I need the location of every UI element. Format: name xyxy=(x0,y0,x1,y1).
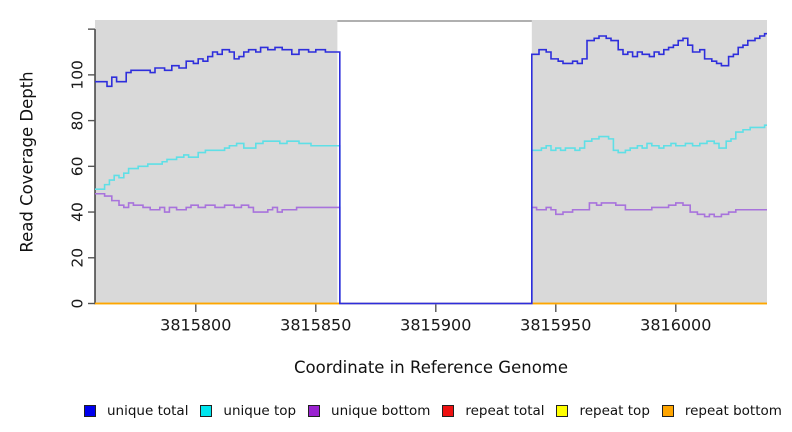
x-axis-title: Coordinate in Reference Genome xyxy=(293,358,569,377)
legend-swatch-unique-top-icon xyxy=(200,405,213,417)
legend-label-repeat-total: repeat total xyxy=(465,403,545,419)
series-line-unique-bottom xyxy=(95,192,767,305)
x-tick-label: 3815850 xyxy=(280,316,351,335)
legend-item-unique-bottom: unique bottom xyxy=(308,403,430,419)
y-tick-label: 20 xyxy=(69,248,87,268)
y-tick-label: 40 xyxy=(69,202,87,222)
legend: unique total unique top unique bottom repea… xyxy=(84,400,782,422)
shaded-region xyxy=(531,20,767,304)
y-tick-label: 60 xyxy=(69,156,87,176)
y-tick-label: 100 xyxy=(69,60,87,90)
series-line-unique-top xyxy=(95,124,767,305)
legend-item-repeat-top: repeat top xyxy=(556,403,650,419)
x-tick-label: 3815800 xyxy=(160,316,231,335)
legend-swatch-unique-bottom-icon xyxy=(308,405,321,417)
legend-label-repeat-top: repeat top xyxy=(579,403,650,419)
legend-swatch-repeat-total-icon xyxy=(442,405,455,417)
legend-label-unique-total: unique total xyxy=(107,403,189,419)
legend-label-unique-bottom: unique bottom xyxy=(331,403,431,419)
y-tick-label: 80 xyxy=(69,111,87,131)
legend-item-unique-total: unique total xyxy=(84,403,188,419)
legend-item-repeat-total: repeat total xyxy=(442,403,545,419)
shaded-region xyxy=(95,20,338,304)
y-axis-title: Read Coverage Depth xyxy=(17,71,37,253)
legend-item-unique-top: unique top xyxy=(200,403,296,419)
series-line-unique-total xyxy=(95,32,767,305)
y-tick-label: 0 xyxy=(69,299,87,309)
legend-label-unique-top: unique top xyxy=(223,403,297,419)
legend-swatch-repeat-top-icon xyxy=(556,405,569,417)
legend-item-repeat-bottom: repeat bottom xyxy=(661,403,782,419)
plot-area: 0 20 40 60 80 100 3815800 3815850 3815900 3815950… xyxy=(69,20,767,335)
x-tick-label: 3815950 xyxy=(520,316,591,335)
legend-label-repeat-bottom: repeat bottom xyxy=(684,403,782,419)
legend-swatch-repeat-bottom-icon xyxy=(661,405,674,417)
x-tick-label: 3816000 xyxy=(640,316,711,335)
x-tick-label: 3815900 xyxy=(400,316,471,335)
legend-swatch-unique-total-icon xyxy=(84,405,96,417)
